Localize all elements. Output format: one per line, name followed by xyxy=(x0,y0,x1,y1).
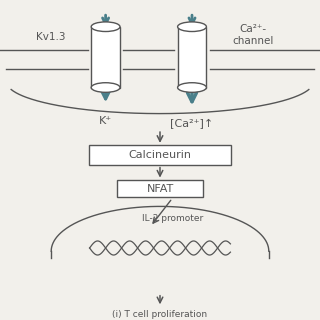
Text: [Ca²⁺]↑: [Ca²⁺]↑ xyxy=(170,118,214,128)
Ellipse shape xyxy=(178,22,206,32)
Ellipse shape xyxy=(178,83,206,92)
FancyBboxPatch shape xyxy=(89,145,231,165)
Text: NFAT: NFAT xyxy=(146,184,174,194)
FancyBboxPatch shape xyxy=(117,180,203,197)
Text: Kv1.3: Kv1.3 xyxy=(36,32,66,42)
Bar xyxy=(178,27,206,88)
Ellipse shape xyxy=(91,83,120,92)
Ellipse shape xyxy=(91,22,120,32)
Text: Calcineurin: Calcineurin xyxy=(129,150,191,160)
Text: Ca²⁺-
channel: Ca²⁺- channel xyxy=(232,24,274,46)
Bar xyxy=(91,27,120,88)
Text: IL-2 promoter: IL-2 promoter xyxy=(142,214,204,223)
Text: K⁺: K⁺ xyxy=(99,116,112,126)
Text: (i) T cell proliferation: (i) T cell proliferation xyxy=(112,310,208,319)
